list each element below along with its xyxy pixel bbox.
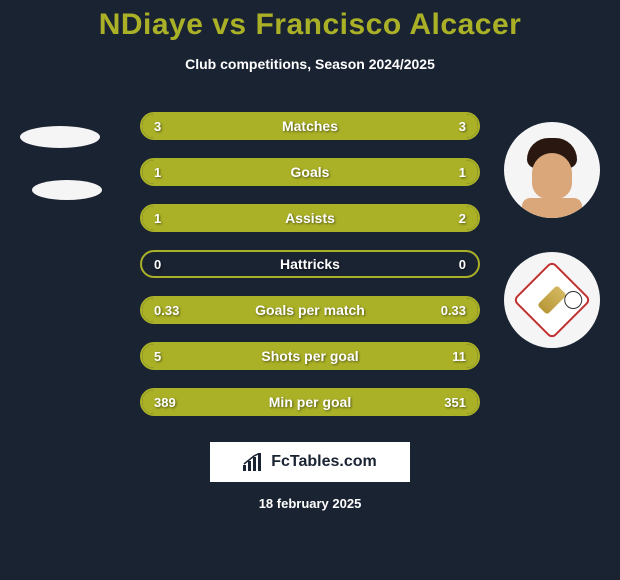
stat-row: 1 1 Goals: [140, 158, 480, 186]
brand-label: FcTables.com: [271, 453, 377, 471]
stat-left-value: 1: [154, 165, 161, 180]
stat-row: 0 0 Hattricks: [140, 250, 480, 278]
player1-avatar-placeholder: [20, 126, 100, 148]
stat-left-value: 5: [154, 349, 161, 364]
stat-fill-left: [142, 160, 310, 184]
stat-label: Assists: [285, 210, 335, 226]
stat-label: Shots per goal: [261, 348, 358, 364]
stat-right-value: 0: [459, 257, 466, 272]
stat-row: 5 11 Shots per goal: [140, 342, 480, 370]
stat-row: 1 2 Assists: [140, 204, 480, 232]
brand-watermark: FcTables.com: [210, 442, 410, 482]
stat-left-value: 389: [154, 395, 176, 410]
club-badge-icon: [512, 260, 591, 339]
stat-left-value: 0: [154, 257, 161, 272]
stat-row: 3 3 Matches: [140, 112, 480, 140]
brand-chart-icon: [243, 453, 265, 471]
player1-club-placeholder: [32, 180, 102, 200]
stat-right-value: 1: [459, 165, 466, 180]
stat-right-value: 3: [459, 119, 466, 134]
stat-label: Min per goal: [269, 394, 351, 410]
player2-avatar: [504, 122, 600, 218]
stat-label: Goals: [291, 164, 330, 180]
stat-right-value: 351: [444, 395, 466, 410]
comparison-title: NDiaye vs Francisco Alcacer: [0, 8, 620, 42]
player-face-illustration: [517, 138, 587, 218]
stat-row: 389 351 Min per goal: [140, 388, 480, 416]
stats-list: 33Matches11Goals12Assists00Hattricks0.33…: [140, 112, 480, 416]
stat-left-value: 1: [154, 211, 161, 226]
stat-label: Goals per match: [255, 302, 365, 318]
stat-right-value: 0.33: [441, 303, 466, 318]
stat-right-value: 2: [459, 211, 466, 226]
stat-left-value: 3: [154, 119, 161, 134]
stat-label: Hattricks: [280, 256, 340, 272]
date-label: 18 february 2025: [0, 496, 620, 511]
stat-left-value: 0.33: [154, 303, 179, 318]
stat-label: Matches: [282, 118, 338, 134]
stat-fill-right: [310, 160, 478, 184]
comparison-subtitle: Club competitions, Season 2024/2025: [0, 56, 620, 72]
stat-right-value: 11: [452, 349, 466, 364]
player2-club-badge: [504, 252, 600, 348]
stat-row: 0.33 0.33 Goals per match: [140, 296, 480, 324]
